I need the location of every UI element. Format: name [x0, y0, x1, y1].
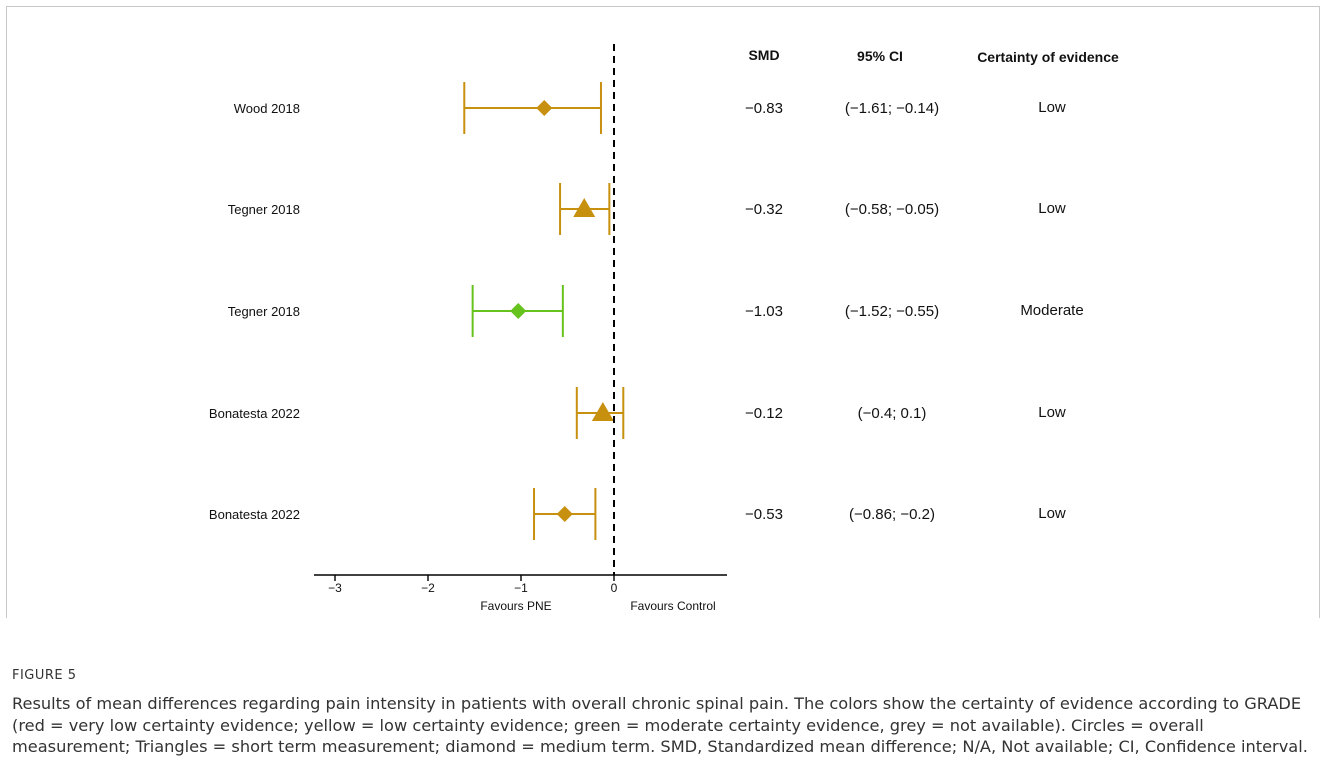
study-row: Bonatesta 2022 −0.53 (−0.86; −0.2) Low [209, 488, 1066, 540]
study-label: Tegner 2018 [228, 304, 300, 319]
certainty-value: Low [1038, 200, 1066, 217]
triangle-marker [573, 198, 596, 217]
favours-control-label: Favours Control [630, 599, 715, 613]
x-tick-label: −2 [421, 581, 435, 595]
study-label: Tegner 2018 [228, 202, 300, 217]
ci-value: (−0.58; −0.05) [845, 201, 939, 218]
smd-value: −0.53 [745, 506, 783, 523]
header-certainty: Certainty of evidence [977, 49, 1119, 65]
study-row: Tegner 2018 −0.32 (−0.58; −0.05) Low [228, 183, 1066, 235]
triangle-marker [591, 402, 614, 421]
favours-pne-label: Favours PNE [480, 599, 551, 613]
diamond-marker [556, 506, 573, 522]
study-row: Wood 2018 −0.83 (−1.61; −0.14) Low [234, 82, 1066, 134]
certainty-value: Low [1038, 404, 1066, 421]
study-row: Bonatesta 2022 −0.12 (−0.4; 0.1) Low [209, 387, 1066, 439]
certainty-value: Moderate [1020, 302, 1083, 319]
study-row: Tegner 2018 −1.03 (−1.52; −0.55) Moderate [228, 285, 1084, 337]
ci-value: (−0.4; 0.1) [858, 405, 927, 422]
figure-frame [6, 6, 1320, 618]
x-tick-label: 0 [611, 581, 618, 595]
figure-label: FIGURE 5 [12, 668, 77, 683]
diamond-marker [536, 100, 553, 116]
ci-value: (−1.52; −0.55) [845, 303, 939, 320]
figure-caption: Results of mean differences regarding pa… [12, 694, 1308, 756]
x-tick-label: −1 [514, 581, 528, 595]
certainty-value: Low [1038, 505, 1066, 522]
forest-plot: SMD 95% CI Certainty of evidence Wood 2018… [209, 44, 1119, 613]
ci-value: (−1.61; −0.14) [845, 100, 939, 117]
ci-value: (−0.86; −0.2) [849, 506, 935, 523]
column-headers: SMD 95% CI Certainty of evidence [748, 47, 1119, 65]
diamond-marker [510, 303, 527, 319]
study-label: Wood 2018 [234, 101, 300, 116]
header-ci: 95% CI [857, 48, 903, 64]
smd-value: −0.83 [745, 100, 783, 117]
header-smd: SMD [748, 47, 779, 63]
study-label: Bonatesta 2022 [209, 406, 300, 421]
smd-value: −0.12 [745, 405, 783, 422]
smd-value: −0.32 [745, 201, 783, 218]
x-axis: −3 −2 −1 0 Favours PNE Favours Control [314, 44, 727, 613]
study-label: Bonatesta 2022 [209, 507, 300, 522]
certainty-value: Low [1038, 99, 1066, 116]
smd-value: −1.03 [745, 303, 783, 320]
x-tick-label: −3 [328, 581, 342, 595]
